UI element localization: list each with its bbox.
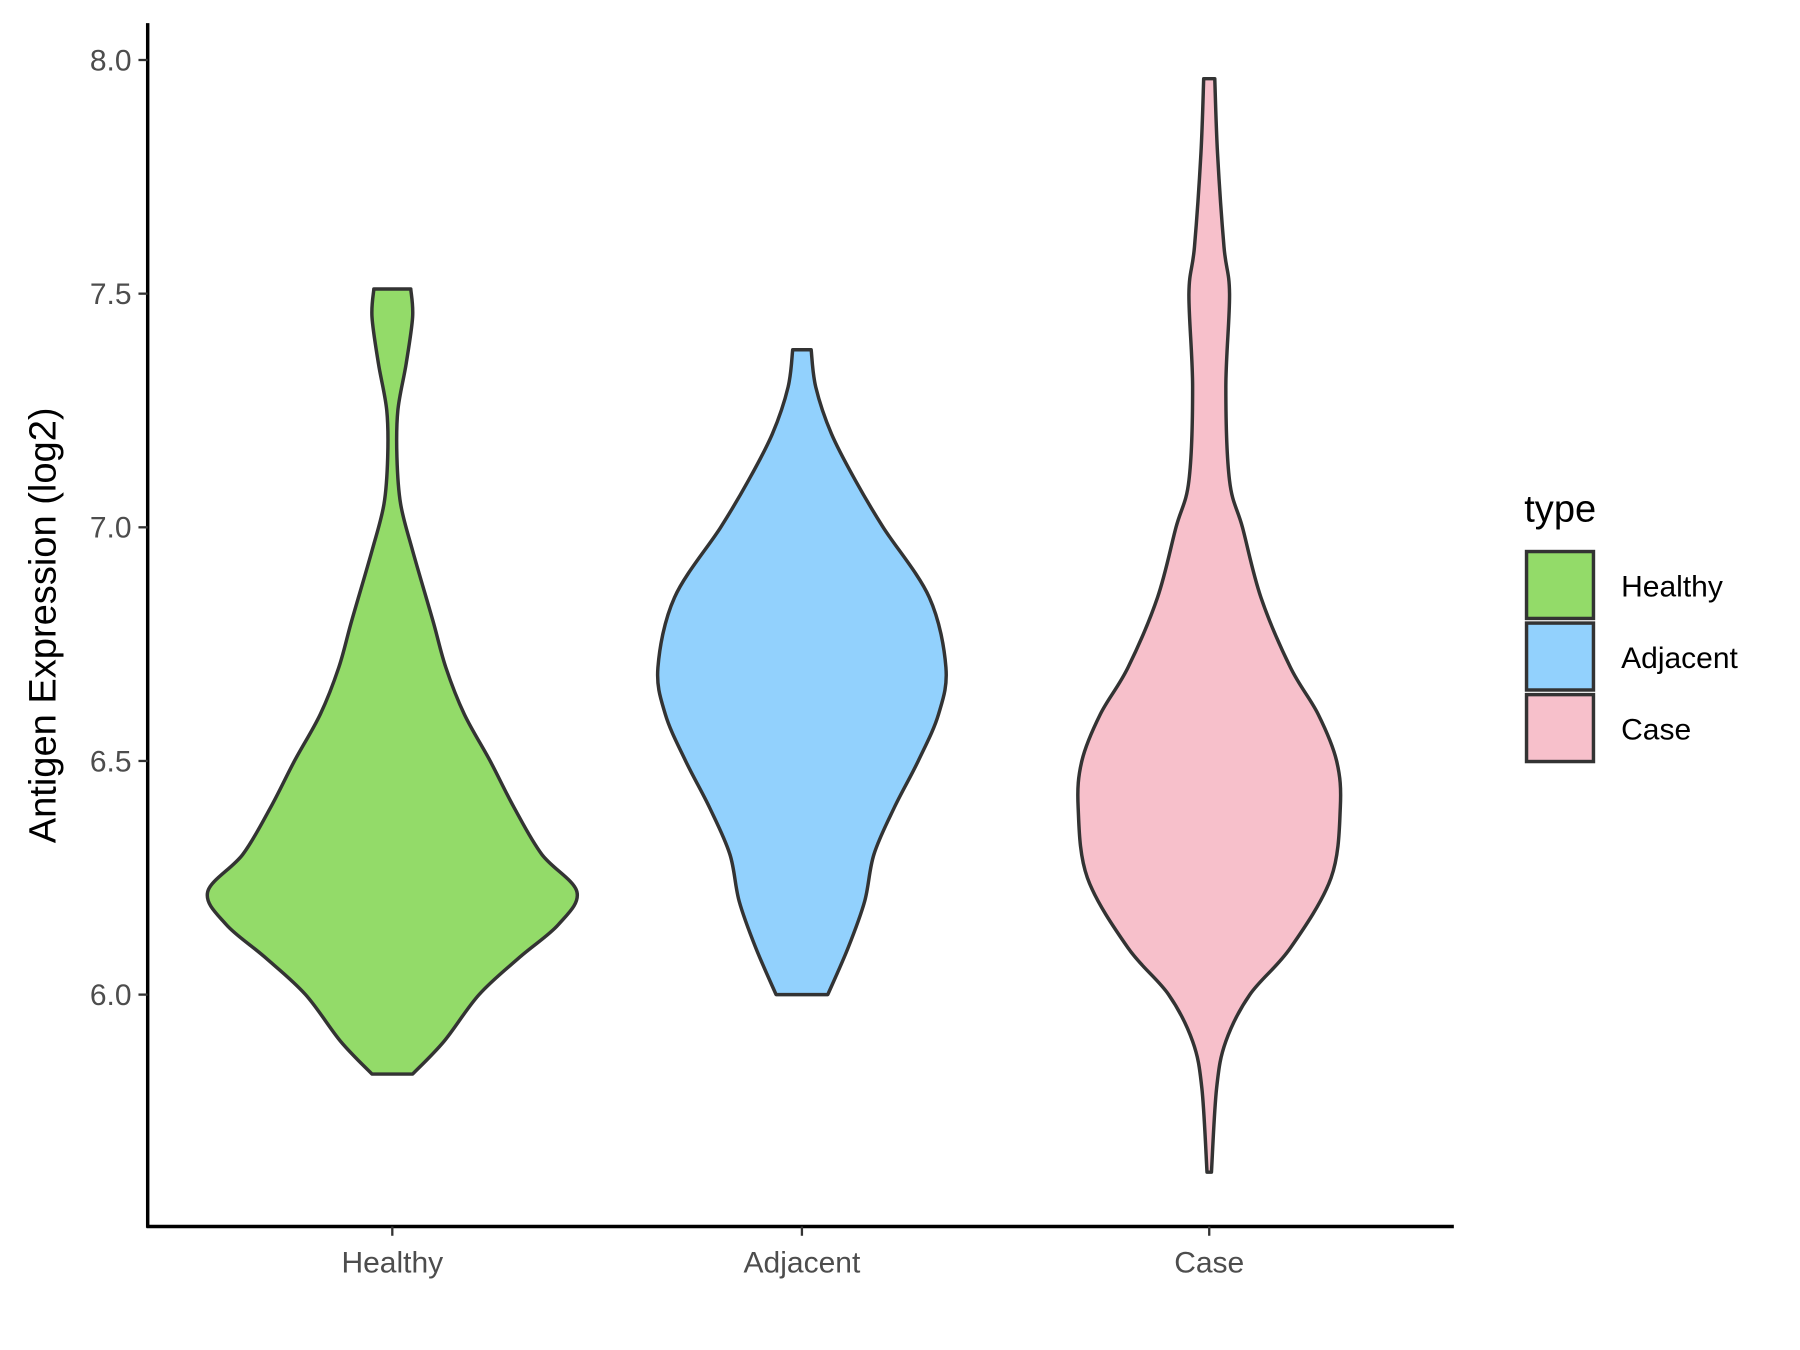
x-tick-label: Healthy bbox=[341, 1247, 443, 1280]
violin-adjacent bbox=[655, 348, 948, 997]
y-tick-label: 8.0 bbox=[90, 44, 132, 77]
violin-case bbox=[1076, 76, 1343, 1174]
x-tick-label: Adjacent bbox=[744, 1247, 861, 1280]
y-tick-label: 6.5 bbox=[90, 745, 132, 778]
y-tick-label: 6.0 bbox=[90, 979, 132, 1012]
legend-swatch-adjacent bbox=[1524, 621, 1596, 692]
x-tick-label: Case bbox=[1174, 1247, 1244, 1280]
legend-title: type bbox=[1524, 489, 1596, 531]
violins bbox=[205, 76, 1343, 1174]
legend: Healthy Adjacent Case bbox=[1524, 549, 1739, 764]
y-ticks: 6.0 6.5 7.0 7.5 8.0 bbox=[90, 44, 148, 1012]
y-axis-label: Antigen Expression (log2) bbox=[22, 407, 64, 843]
violin-healthy bbox=[205, 287, 580, 1076]
x-ticks: Healthy Adjacent Case bbox=[341, 1226, 1244, 1280]
legend-label: Healthy bbox=[1621, 571, 1723, 604]
legend-label: Case bbox=[1621, 714, 1691, 747]
y-tick-label: 7.5 bbox=[90, 278, 132, 311]
y-tick-label: 7.0 bbox=[90, 512, 132, 545]
legend-label: Adjacent bbox=[1621, 642, 1738, 675]
legend-swatch-case bbox=[1524, 692, 1596, 764]
legend-swatch-healthy bbox=[1524, 549, 1596, 621]
